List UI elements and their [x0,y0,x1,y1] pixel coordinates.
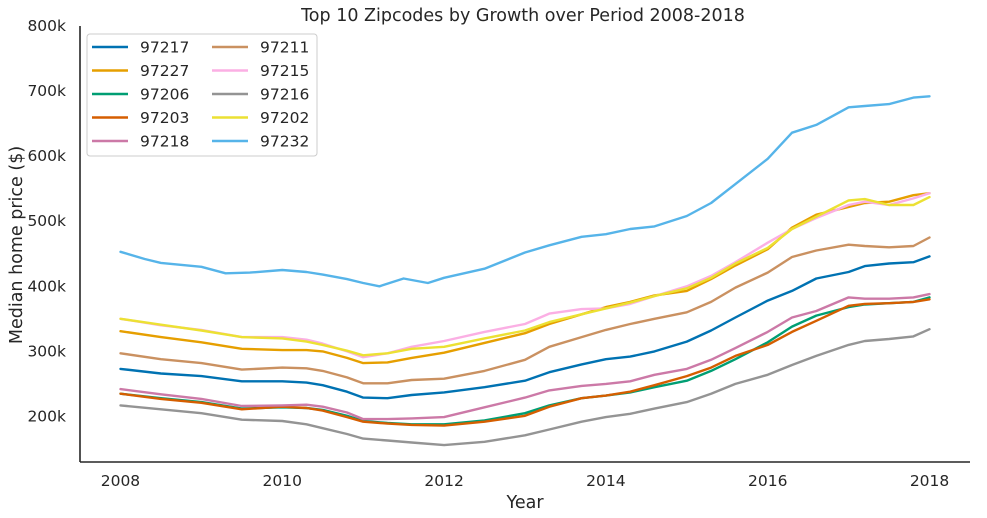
series-line-97217 [119,255,931,400]
y-tick-label: 700k [27,82,66,100]
y-ticks: 200k 300k 400k 500k 600k 700k 800k [27,17,66,425]
x-tick-label: 2018 [910,472,949,490]
legend-box [86,33,318,157]
y-tick-label: 200k [27,407,66,425]
legend-label: 97216 [260,86,309,104]
legend-label: 97218 [140,133,189,151]
series-layer [119,95,931,447]
series-line-97203 [119,298,931,427]
legend-label: 97211 [260,39,309,57]
series-line-97211 [119,236,931,385]
legend-label: 97202 [260,109,309,127]
series-line-97215 [119,192,931,359]
y-tick-label: 600k [27,147,66,165]
legend-label: 97217 [140,39,189,57]
x-ticks: 2008 2010 2012 2014 2016 2018 [101,472,950,490]
chart-title: Top 10 Zipcodes by Growth over Period 20… [300,6,745,26]
x-tick-label: 2016 [748,472,787,490]
y-tick-label: 400k [27,277,66,295]
x-tick-label: 2008 [101,472,140,490]
x-tick-label: 2010 [263,472,302,490]
y-axis-label: Median home price ($) [7,146,27,344]
legend-label: 97215 [260,62,309,80]
legend-label: 97232 [260,133,309,151]
legend-label: 97203 [140,109,189,127]
x-tick-label: 2012 [424,472,463,490]
series-line-97232 [119,95,931,288]
legend-label: 97227 [140,62,189,80]
series-line-97216 [119,328,931,447]
legend-label: 97206 [140,86,189,104]
y-tick-label: 800k [27,17,66,35]
y-tick-label: 500k [27,212,66,230]
x-axis-label: Year [505,493,544,513]
y-tick-label: 300k [27,342,66,360]
x-tick-label: 2014 [586,472,625,490]
series-line-97218 [119,292,931,421]
series-line-97202 [119,195,931,357]
legend: 97217 97227 97206 97203 97218 97211 97215 97216… [86,33,318,157]
